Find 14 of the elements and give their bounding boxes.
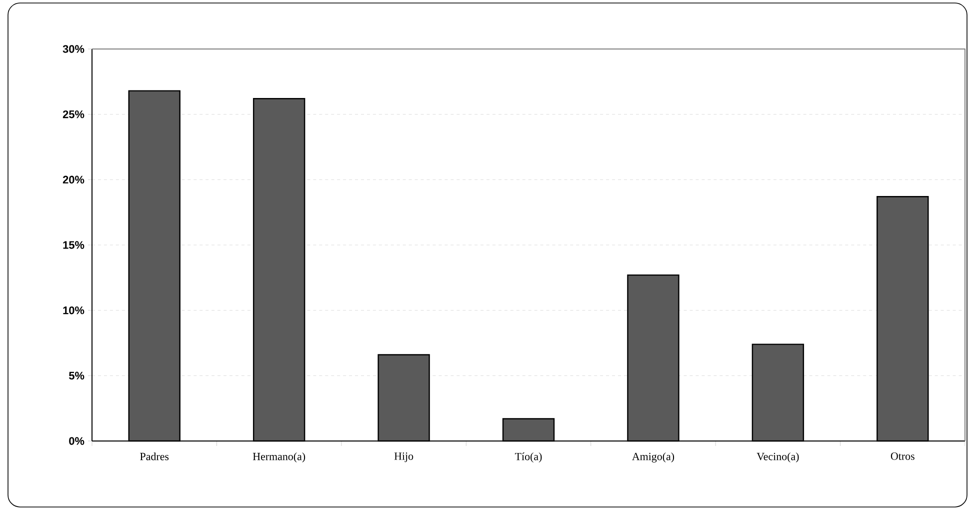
x-tick-label: Padres — [140, 452, 169, 460]
y-tick-label: 20% — [62, 176, 84, 184]
x-tick-label: Vecino(a) — [756, 452, 799, 462]
x-tick-label: Hermano(a) — [252, 452, 306, 462]
x-tick-label: Hijo — [394, 452, 414, 462]
y-tick-label: 15% — [63, 241, 84, 249]
x-tick-label: Amigo(a) — [632, 452, 674, 462]
x-tick-label: Tío(a) — [515, 452, 542, 462]
y-tick-label: 10% — [63, 306, 84, 314]
y-tick-label: 30% — [62, 45, 84, 53]
x-tick-label: Otros — [890, 452, 914, 460]
y-tick-label: 25% — [62, 110, 84, 118]
y-tick-label: 0% — [69, 437, 84, 445]
y-tick-label: 5% — [68, 372, 84, 380]
